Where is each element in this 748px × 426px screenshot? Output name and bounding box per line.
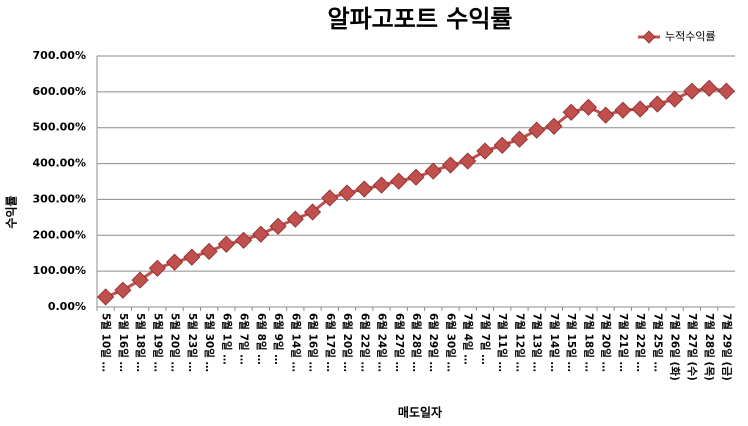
point-marker xyxy=(528,121,546,139)
x-tick-label: 5월 23일 … xyxy=(186,313,199,372)
x-tick-label: 7월 14일 … xyxy=(548,313,561,372)
y-tick-label: 500.00% xyxy=(33,121,86,134)
point-marker xyxy=(269,217,287,235)
x-tick-label: 7월 12일 … xyxy=(513,313,526,372)
y-axis-title: 수익률 xyxy=(5,195,19,228)
point-marker xyxy=(148,259,166,277)
point-marker xyxy=(545,117,563,135)
x-tick-label: 7월 15일 … xyxy=(565,313,578,372)
y-tick-label: 200.00% xyxy=(33,228,86,241)
x-tick-label: 7월 11일 … xyxy=(496,313,509,372)
y-tick-label: 700.00% xyxy=(33,49,86,62)
x-tick-label: 6월 28일 … xyxy=(410,313,423,372)
legend-label: 누적수익률 xyxy=(665,30,716,43)
point-marker xyxy=(666,90,684,108)
x-tick-label: 7월 25일 … xyxy=(651,313,664,372)
x-tick-label: 7월 21일 … xyxy=(617,313,630,372)
point-marker xyxy=(286,210,304,228)
point-marker xyxy=(390,172,408,190)
x-tick-label: 5월 18일 … xyxy=(134,313,147,372)
point-marker xyxy=(183,248,201,266)
x-tick-label: 6월 16일 … xyxy=(307,313,320,372)
x-axis-title: 매도일자 xyxy=(398,405,442,420)
point-marker xyxy=(631,100,649,118)
x-tick-label: 7월 4일 … xyxy=(462,313,475,365)
x-tick-label: 5월 19일 … xyxy=(151,313,164,372)
y-tick-label: 100.00% xyxy=(33,264,86,277)
x-tick-label: 6월 1일 … xyxy=(220,313,233,365)
point-marker xyxy=(510,130,529,148)
point-marker xyxy=(700,79,718,97)
x-tick-label: 7월 13일 … xyxy=(531,313,544,372)
x-tick-label: 6월 24일 … xyxy=(376,313,389,372)
x-tick-label: 7월 26일 (화) xyxy=(669,313,682,381)
x-tick-label: 6월 20일 … xyxy=(341,313,354,372)
point-marker xyxy=(717,82,735,100)
x-tick-label: 7월 18일 … xyxy=(582,313,595,372)
x-tick-label: 6월 17일 … xyxy=(324,313,337,372)
chart-title: 알파고포트 수익률 xyxy=(328,5,513,33)
point-marker xyxy=(217,235,235,253)
y-tick-label: 0.00% xyxy=(48,300,86,313)
x-tick-label: 5월 20일 … xyxy=(169,313,182,372)
point-marker xyxy=(648,95,666,113)
y-tick-label: 600.00% xyxy=(33,85,86,98)
legend-marker xyxy=(642,30,656,44)
x-tick-label: 6월 8일 … xyxy=(255,313,268,365)
point-marker xyxy=(200,242,218,260)
point-marker xyxy=(114,281,132,299)
point-marker xyxy=(338,184,356,202)
x-tick-label: 6월 30일 … xyxy=(444,313,457,372)
x-tick-label: 6월 27일 … xyxy=(393,313,406,372)
x-tick-label: 7월 27일 (수) xyxy=(686,313,699,381)
point-marker xyxy=(372,176,391,194)
point-marker xyxy=(321,189,339,207)
point-marker xyxy=(683,82,701,100)
point-marker xyxy=(303,203,322,221)
x-tick-label: 6월 29일 … xyxy=(427,313,440,372)
point-marker xyxy=(252,225,270,243)
y-tick-label: 300.00% xyxy=(33,192,86,205)
point-marker xyxy=(562,103,580,121)
x-tick-label: 6월 22일 … xyxy=(358,313,371,372)
point-marker xyxy=(493,136,511,154)
point-marker xyxy=(597,106,615,124)
x-tick-label: 6월 7일 … xyxy=(238,313,251,365)
x-tick-label: 7월 29일 (금) xyxy=(720,313,733,381)
x-tick-label: 5월 16일 … xyxy=(117,313,130,372)
point-marker xyxy=(235,231,253,249)
x-tick-label: 7월 28일 (목) xyxy=(703,313,716,381)
point-marker xyxy=(441,156,460,174)
point-marker xyxy=(355,180,373,198)
x-tick-label: 6월 9일 … xyxy=(272,313,285,365)
point-marker xyxy=(614,101,632,119)
y-tick-label: 400.00% xyxy=(33,157,86,170)
point-marker xyxy=(424,162,442,180)
point-marker xyxy=(407,168,425,186)
point-marker xyxy=(459,152,477,170)
x-tick-label: 7월 22일 … xyxy=(634,313,647,372)
point-marker xyxy=(579,98,597,116)
point-marker xyxy=(131,271,149,289)
series-line xyxy=(105,86,727,299)
point-marker xyxy=(97,288,115,306)
point-marker xyxy=(476,142,494,160)
x-tick-label: 5월 30일 … xyxy=(203,313,216,372)
x-tick-label: 7월 20일 … xyxy=(600,313,613,372)
x-tick-label: 6월 14일 … xyxy=(289,313,302,372)
point-marker xyxy=(166,253,184,271)
x-tick-label: 5월 10일 … xyxy=(100,313,113,372)
x-tick-label: 7월 7일 … xyxy=(479,313,492,365)
